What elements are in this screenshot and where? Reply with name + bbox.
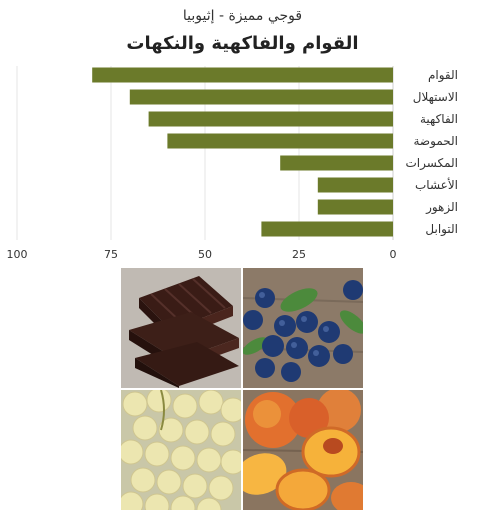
x-tick-label: 50: [198, 248, 212, 261]
category-label: الأعشاب: [415, 177, 458, 192]
bar: [167, 133, 393, 149]
dark-chocolate-photo: [121, 268, 241, 388]
bar: [317, 199, 393, 215]
white-grapes-photo: [121, 390, 241, 510]
category-label: الحموضة: [414, 134, 459, 149]
peaches-photo: [243, 390, 363, 510]
bar-chart: القوام الاستهلال الفاكهية الحموضة المكسرات ال…: [7, 66, 459, 261]
chart-title: القوام والفاكهية والنكهات: [126, 33, 359, 54]
bar: [280, 155, 393, 171]
x-tick-label: 0: [390, 248, 397, 261]
category-label: القوام: [428, 68, 458, 83]
category-label: التوابل: [425, 222, 458, 237]
x-tick-label: 25: [292, 248, 306, 261]
bar: [261, 221, 393, 237]
category-label: المكسرات: [405, 156, 458, 171]
x-tick-label: 100: [7, 248, 28, 261]
category-label: الاستهلال: [413, 90, 458, 104]
bar: [129, 89, 394, 105]
x-tick-label: 75: [104, 248, 118, 261]
flavor-photos: [121, 268, 363, 510]
chart-subtitle: قوجي مميزة - إثيوبيا: [182, 8, 303, 24]
category-label: الزهور: [425, 200, 458, 215]
blueberries-photo: [243, 268, 363, 388]
category-label: الفاكهية: [420, 112, 458, 126]
bar: [92, 67, 393, 83]
bar: [317, 177, 393, 193]
bar: [148, 111, 393, 127]
